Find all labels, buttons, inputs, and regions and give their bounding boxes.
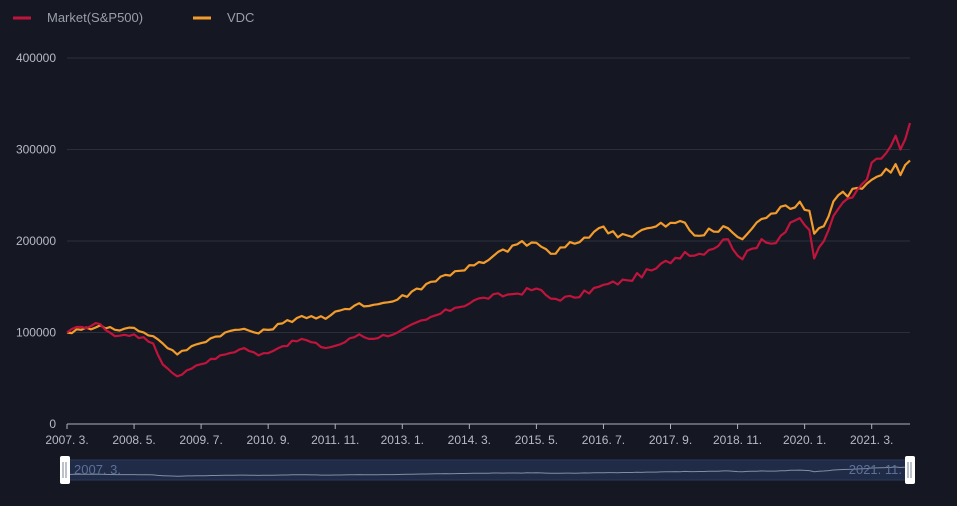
y-tick-label: 100000 [16, 326, 56, 340]
series-line-market [66, 122, 912, 378]
y-axis: 0 100000 200000 300000 400000 [16, 51, 56, 431]
data-zoom-preview-line [66, 466, 911, 477]
series-line-vdc [66, 159, 911, 356]
x-tick-label: 2021. 3. [850, 433, 893, 447]
x-tick-label: 2013. 1. [381, 433, 424, 447]
y-tick-label: 400000 [16, 51, 56, 65]
x-tick-label: 2007. 3. [45, 433, 88, 447]
legend-label-vdc: VDC [227, 10, 254, 25]
data-zoom-handle-right[interactable] [905, 456, 915, 484]
data-zoom-slider[interactable]: 2007. 3. 2021. 11. [60, 456, 915, 484]
data-zoom-handle-left[interactable] [60, 456, 70, 484]
grid [67, 57, 910, 333]
data-zoom-handle-left-body[interactable] [60, 456, 70, 484]
x-tick-label: 2017. 9. [649, 433, 692, 447]
x-tick-label: 2008. 5. [112, 433, 155, 447]
x-axis: 2007. 3. 2008. 5. 2009. 7. 2010. 9. 2011. 11… [45, 423, 910, 447]
data-zoom-start-label: 2007. 3. [74, 462, 121, 477]
legend[interactable]: Market(S&P500) VDC [13, 10, 254, 25]
data-zoom-track[interactable] [65, 459, 911, 481]
y-tick-label: 200000 [16, 234, 56, 248]
x-tick-label: 2018. 11. [713, 433, 762, 447]
legend-item-market[interactable]: Market(S&P500) [13, 10, 143, 25]
data-zoom-end-label: 2021. 11. [849, 462, 902, 477]
legend-label-market: Market(S&P500) [47, 10, 143, 25]
x-tick-label: 2014. 3. [448, 433, 491, 447]
series-layer [66, 122, 912, 378]
x-tick-label: 2015. 5. [515, 433, 558, 447]
x-tick-label: 2011. 11. [311, 433, 359, 447]
legend-item-vdc[interactable]: VDC [193, 10, 254, 25]
x-tick-label: 2020. 1. [783, 433, 826, 447]
x-tick-label: 2010. 9. [246, 433, 289, 447]
y-tick-label: 0 [49, 417, 56, 431]
x-tick-label: 2016. 7. [582, 433, 625, 447]
data-zoom-handle-right-body[interactable] [905, 456, 915, 484]
x-tick-label: 2009. 7. [179, 433, 222, 447]
y-tick-label: 300000 [16, 143, 56, 157]
